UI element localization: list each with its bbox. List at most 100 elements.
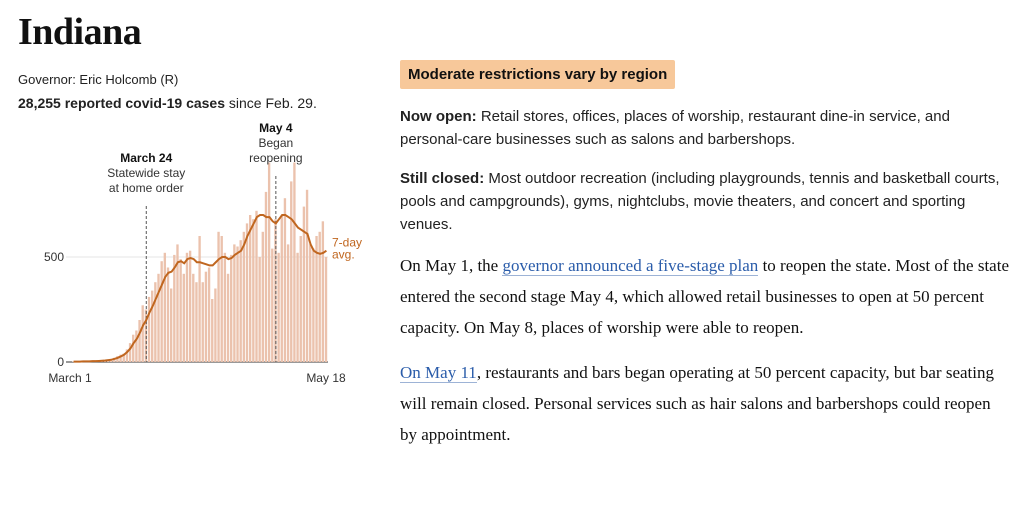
now-open-label: Now open: — [400, 108, 477, 125]
case-bar — [201, 282, 204, 362]
case-bar — [214, 288, 217, 362]
p1-after: to reopen the state. Most of the state e… — [400, 256, 1009, 337]
case-bar — [147, 296, 151, 362]
case-bar — [233, 244, 236, 362]
case-bar — [151, 290, 154, 362]
case-bar — [173, 254, 176, 362]
case-bar — [144, 309, 148, 362]
case-bar — [204, 271, 208, 362]
case-bar — [252, 219, 255, 362]
still-closed-block: Still closed: Most outdoor recreation (i… — [400, 167, 1010, 236]
case-bar — [122, 353, 125, 362]
case-bar — [312, 248, 315, 362]
case-bar — [230, 254, 233, 362]
still-closed-label: Still closed: — [400, 170, 485, 187]
case-bar — [217, 231, 220, 362]
state-title: Indiana — [18, 11, 142, 53]
case-bar — [135, 330, 138, 362]
case-bar — [277, 252, 280, 362]
case-bar — [226, 273, 230, 362]
case-bar — [242, 231, 246, 362]
case-bar — [192, 273, 195, 362]
case-bar — [280, 215, 283, 362]
case-bar — [324, 257, 328, 362]
case-bar — [239, 240, 242, 362]
case-bar — [220, 236, 223, 362]
p2-after: , restaurants and bars began operating a… — [400, 363, 995, 444]
y-tick-label: 0 — [57, 355, 64, 369]
case-bar — [116, 356, 119, 362]
case-bar — [169, 288, 173, 362]
case-bar — [198, 236, 201, 362]
may-11-link[interactable]: On May 11 — [400, 363, 477, 383]
case-bar — [185, 252, 189, 362]
case-bar — [299, 236, 302, 362]
case-bar — [283, 198, 287, 362]
case-bar — [267, 162, 271, 362]
y-tick-label: 500 — [44, 250, 64, 264]
annotation-text: Began — [259, 136, 294, 150]
x-start-label: March 1 — [48, 371, 92, 385]
case-bar — [157, 273, 160, 362]
case-bar — [176, 244, 179, 362]
annotation-date: May 4 — [259, 121, 293, 135]
p1-before: On May 1, the — [400, 256, 503, 275]
annotation-date: March 24 — [120, 151, 172, 165]
case-bar — [293, 162, 296, 362]
avg-series-label: avg. — [332, 248, 355, 262]
case-bar — [315, 236, 318, 362]
cases-count: 28,255 reported covid-19 cases — [18, 95, 226, 111]
case-bar — [264, 191, 268, 362]
still-closed-text: Most outdoor recreation (including playg… — [400, 170, 1000, 233]
case-bar — [296, 252, 299, 362]
left-column: Indiana Governor: Eric Holcomb (R) 28,25… — [18, 0, 368, 111]
case-bar — [207, 267, 211, 362]
case-bar — [258, 257, 261, 362]
case-bar — [125, 349, 129, 362]
case-bar — [141, 305, 144, 362]
now-open-block: Now open: Retail stores, offices, places… — [400, 105, 1010, 151]
case-bar — [274, 219, 277, 362]
five-stage-plan-link[interactable]: governor announced a five-stage plan — [502, 256, 759, 276]
case-bar — [128, 343, 132, 362]
annotation-text: reopening — [249, 151, 302, 165]
case-bar — [211, 299, 214, 362]
chart-bars — [72, 162, 328, 362]
right-column: Moderate restrictions vary by region Now… — [400, 60, 1010, 450]
case-bar — [271, 248, 274, 362]
case-bar — [255, 210, 258, 362]
seven-day-average-line — [73, 214, 327, 363]
case-bar — [309, 244, 312, 362]
case-bar — [261, 231, 264, 362]
now-open-text: Retail stores, offices, places of worshi… — [400, 108, 950, 148]
case-bar — [138, 320, 141, 362]
cases-since: since Feb. 29. — [225, 95, 317, 111]
governor-line: Governor: Eric Holcomb (R) — [18, 72, 179, 87]
case-bar — [245, 223, 249, 362]
cases-summary: 28,255 reported covid-19 cases since Feb… — [18, 95, 368, 111]
case-bar — [236, 246, 239, 362]
annotation-text: Statewide stay — [107, 166, 185, 180]
case-bar — [119, 354, 122, 362]
case-bar — [182, 273, 185, 362]
case-bar — [223, 252, 227, 362]
avg-series-label: 7-day — [332, 236, 362, 250]
case-bar — [305, 189, 309, 362]
case-bar — [321, 221, 325, 362]
case-bar — [195, 282, 198, 362]
case-bar — [154, 282, 157, 362]
case-bar — [179, 259, 182, 362]
annotation-text: at home order — [109, 181, 184, 195]
case-bar — [318, 231, 321, 362]
case-bar — [132, 334, 135, 362]
case-bar — [302, 206, 306, 362]
status-badge: Moderate restrictions vary by region — [400, 60, 676, 89]
case-bar — [166, 267, 170, 362]
case-bar — [290, 181, 293, 362]
case-bar — [163, 252, 167, 362]
reopening-paragraph-2: On May 11, restaurants and bars began op… — [400, 357, 1010, 450]
case-bar — [286, 244, 290, 362]
case-bar — [188, 250, 192, 362]
